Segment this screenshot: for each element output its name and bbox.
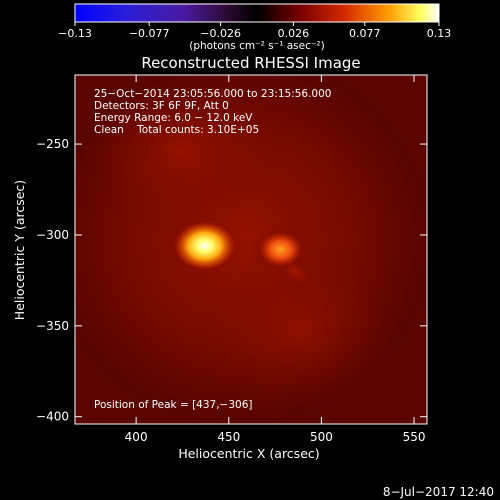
y-tick-label: −300 (36, 228, 69, 242)
chart-title: Reconstructed RHESSI Image (141, 54, 360, 72)
peak-source (174, 221, 235, 270)
x-tick-label: 450 (217, 430, 240, 444)
colorbar-tick-label: −0.026 (200, 27, 241, 40)
annotation-line-1: 25−Oct−2014 23:05:56.000 to 23:15:56.000 (94, 88, 331, 100)
colorbar (74, 3, 440, 23)
y-tick-label: −400 (36, 410, 69, 424)
colorbar-tick-label: 0.026 (278, 27, 310, 40)
colorbar-units: (photons cm⁻² s⁻¹ asec⁻²) (189, 40, 324, 52)
footer-timestamp: 8−Jul−2017 12:40 (383, 485, 494, 499)
colorbar-ticks: −0.13 −0.077 −0.026 0.026 0.077 0.13 (58, 22, 451, 40)
colorbar-tick-label: −0.077 (129, 27, 170, 40)
annotation-block: 25−Oct−2014 23:05:56.000 to 23:15:56.000… (94, 88, 331, 136)
secondary-source (259, 232, 302, 267)
annotation-line-2: Detectors: 3F 6F 9F, Att 0 (94, 100, 229, 112)
x-tick-label: 500 (310, 430, 333, 444)
x-tick-label: 550 (403, 430, 426, 444)
colorbar-tick-label: 0.077 (349, 27, 381, 40)
x-tick-label: 400 (125, 430, 148, 444)
annotation-line-3: Energy Range: 6.0 − 12.0 keV (94, 112, 253, 124)
image-area (75, 75, 427, 424)
y-tick-label: −250 (36, 137, 69, 151)
y-axis-label: Heliocentric Y (arcsec) (12, 180, 27, 320)
emission-sources (160, 212, 317, 292)
colorbar-tick-label: 0.13 (427, 27, 452, 40)
annotation-line-4: Clean Total counts: 3.10E+05 (94, 124, 259, 136)
peak-position-label: Position of Peak = [437,−306] (94, 399, 253, 411)
x-axis-label: Heliocentric X (arcsec) (178, 446, 319, 461)
y-tick-label: −350 (36, 319, 69, 333)
axes: 400 450 500 550 −250 −300 −350 −400 (36, 75, 427, 444)
colorbar-tick-label: −0.13 (58, 27, 92, 40)
